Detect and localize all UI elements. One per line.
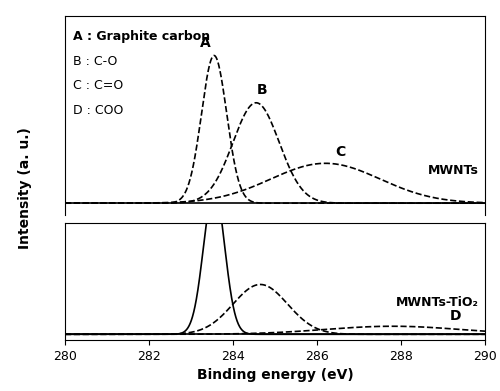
Text: A: A bbox=[200, 36, 211, 50]
Text: MWNTs-TiO₂: MWNTs-TiO₂ bbox=[396, 296, 478, 308]
Text: B: B bbox=[257, 83, 268, 97]
Text: C: C bbox=[335, 145, 345, 159]
Text: MWNTs: MWNTs bbox=[428, 164, 478, 177]
Text: C : C=O: C : C=O bbox=[74, 79, 124, 92]
Text: A : Graphite carbon: A : Graphite carbon bbox=[74, 30, 210, 43]
Text: Intensity (a. u.): Intensity (a. u.) bbox=[18, 127, 32, 249]
X-axis label: Binding energy (eV): Binding energy (eV) bbox=[196, 368, 354, 382]
Text: B : C-O: B : C-O bbox=[74, 55, 118, 68]
Text: D : COO: D : COO bbox=[74, 104, 124, 117]
Text: D: D bbox=[450, 309, 462, 323]
